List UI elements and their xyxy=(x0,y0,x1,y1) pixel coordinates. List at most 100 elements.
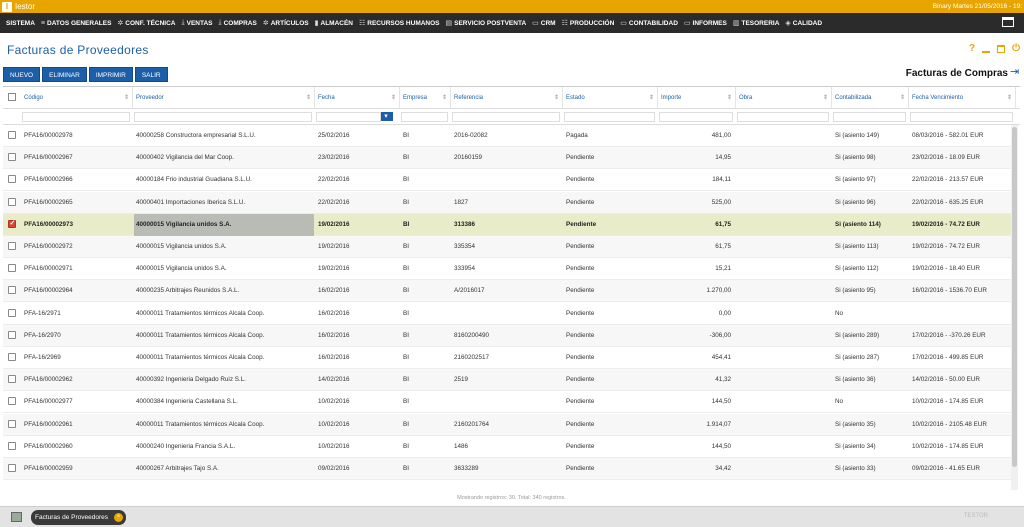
table-row[interactable]: PFA16/00002977 40000384 Ingenieria Castel… xyxy=(3,391,1011,413)
row-checkbox[interactable] xyxy=(8,175,16,183)
column-header-3[interactable]: Empresa ⇕ xyxy=(400,87,451,109)
table-row[interactable]: PFA16/00002973 40000015 Vigilancia unidos… xyxy=(3,214,1011,236)
menu-item-11[interactable]: ▭ CONTABILIDAD xyxy=(620,19,678,28)
sort-icon[interactable]: ⇕ xyxy=(1006,95,1012,101)
sort-icon[interactable]: ⇕ xyxy=(390,95,396,101)
table-row[interactable]: PFA16/00002967 40000402 Vigilancia del Ma… xyxy=(3,147,1011,169)
tab-close-icon[interactable]: × xyxy=(113,513,123,522)
vertical-scrollbar[interactable] xyxy=(1011,125,1018,490)
menu-item-9[interactable]: ▭ CRM xyxy=(532,19,555,28)
table-row[interactable]: PFA-16/2971 40000011 Tratamientos térmico… xyxy=(3,303,1011,325)
row-checkbox[interactable] xyxy=(8,242,16,250)
row-checkbox[interactable] xyxy=(8,397,16,405)
sort-icon[interactable]: ⇕ xyxy=(441,95,447,101)
table-row[interactable]: PFA16/00002960 40000240 Ingenieria Franci… xyxy=(3,436,1011,458)
cell-proveedor: 40000015 Vigilancia unidos S.A. xyxy=(136,265,227,272)
menu-item-14[interactable]: ◈ CALIDAD xyxy=(785,19,822,28)
taskbar-tab-facturas[interactable]: Facturas de Proveedores × xyxy=(31,510,126,525)
menu-item-12[interactable]: ▭ INFORMES xyxy=(684,19,727,28)
filter-input-4[interactable] xyxy=(452,112,560,122)
sort-icon[interactable]: ⇕ xyxy=(822,95,828,101)
row-checkbox[interactable] xyxy=(8,420,16,428)
sort-icon[interactable]: ⇕ xyxy=(648,95,654,101)
table-row[interactable]: PFA-16/2970 40000011 Tratamientos térmico… xyxy=(3,325,1011,347)
menu-item-8[interactable]: ▤ SERVICIO POSTVENTA xyxy=(446,19,527,28)
salir-button[interactable]: SALIR xyxy=(134,67,168,82)
sort-icon[interactable]: ⇕ xyxy=(123,95,129,101)
menu-item-6[interactable]: ▮ ALMACÉN xyxy=(315,19,353,28)
filter-input-1[interactable] xyxy=(134,112,312,122)
column-header-0[interactable]: Código ⇕ xyxy=(21,87,133,109)
row-checkbox[interactable] xyxy=(8,198,16,206)
menu-item-3[interactable]: ⤓ VENTAS xyxy=(182,19,213,27)
nuevo-button[interactable]: NUEVO xyxy=(3,67,41,82)
filter-input-8[interactable] xyxy=(833,112,906,122)
scrollbar-thumb[interactable] xyxy=(1012,127,1017,467)
eliminar-button[interactable]: ELIMINAR xyxy=(42,67,87,82)
menu-item-2[interactable]: ✲ CONF. TÉCNICA xyxy=(117,19,175,28)
row-checkbox[interactable] xyxy=(8,131,16,139)
filter-input-9[interactable] xyxy=(910,112,1013,122)
empresa-filter-dropdown-icon[interactable]: ▾ xyxy=(379,112,393,121)
sort-icon[interactable]: ⇕ xyxy=(726,95,732,101)
row-checkbox[interactable] xyxy=(8,309,16,317)
menu-icon: ⤓ xyxy=(218,19,222,26)
table-row[interactable]: PFA16/00002959 40000267 Arbitrajes Tajo S… xyxy=(3,458,1011,480)
table-row[interactable]: PFA16/00002966 40000184 Frio industrial G… xyxy=(3,169,1011,191)
column-header-4[interactable]: Referencia ⇕ xyxy=(451,87,563,109)
filter-input-2[interactable] xyxy=(316,112,381,122)
filter-input-6[interactable] xyxy=(659,112,733,122)
cell-vencimiento: 23/02/2016 - 18.09 EUR xyxy=(912,154,980,161)
exit-icon[interactable]: ⇥ xyxy=(1010,66,1020,78)
row-checkbox[interactable] xyxy=(8,153,16,161)
row-checkbox[interactable] xyxy=(8,353,16,361)
menu-item-4[interactable]: ⤓ COMPRAS xyxy=(219,19,257,27)
sort-icon[interactable]: ⇕ xyxy=(899,95,905,101)
row-checkbox[interactable] xyxy=(8,264,16,272)
row-checkbox[interactable] xyxy=(8,331,16,339)
filter-input-7[interactable] xyxy=(737,112,829,122)
column-header-8[interactable]: Contabilizada ⇕ xyxy=(832,87,909,109)
menu-item-10[interactable]: ☷ PRODUCCIÓN xyxy=(562,19,615,28)
table-row[interactable]: PFA16/00002964 40000235 Arbitrajes Reunid… xyxy=(3,280,1011,302)
desktop-icon[interactable] xyxy=(11,512,22,522)
table-row[interactable]: PFA16/00002962 40000392 Ingenieria Delgad… xyxy=(3,369,1011,391)
close-icon[interactable]: ⏻ xyxy=(1012,43,1020,54)
maximize-icon[interactable] xyxy=(997,45,1006,53)
column-header-6[interactable]: Importe ⇕ xyxy=(658,87,736,109)
column-header-2[interactable]: Fecha ⇕ xyxy=(315,87,400,109)
screen-icon[interactable] xyxy=(1002,17,1014,27)
menu-item-13[interactable]: ▥ TESORERIA xyxy=(733,19,780,28)
table-row[interactable]: PFA16/00002961 40000011 Tratamientos térm… xyxy=(3,414,1011,436)
menu-item-7[interactable]: ☷ RECURSOS HUMANOS xyxy=(359,19,440,28)
filter-input-5[interactable] xyxy=(564,112,655,122)
cell-codigo: PFA16/00002977 xyxy=(24,398,73,405)
table-row[interactable]: PFA-16/2969 40000011 Tratamientos térmico… xyxy=(3,347,1011,369)
row-checkbox[interactable] xyxy=(8,286,16,294)
menu-item-5[interactable]: ✲ ARTÍCULOS xyxy=(263,19,309,28)
row-checkbox[interactable] xyxy=(8,464,16,472)
help-icon[interactable]: ? xyxy=(968,43,976,54)
filter-input-3[interactable] xyxy=(401,112,448,122)
imprimir-button[interactable]: IMPRIMIR xyxy=(88,67,133,82)
menu-item-1[interactable]: ≡ DATOS GENERALES xyxy=(41,20,112,27)
table-row[interactable]: PFA16/00002972 40000015 Vigilancia unidos… xyxy=(3,236,1011,258)
row-checkbox[interactable] xyxy=(8,219,16,228)
filter-input-0[interactable] xyxy=(22,112,130,122)
column-header-5[interactable]: Estado ⇕ xyxy=(563,87,658,109)
table-row[interactable]: PFA16/00002978 40000258 Constructora empr… xyxy=(3,125,1011,147)
cell-proveedor: 40000011 Tratamientos térmicos Alcala Co… xyxy=(136,421,265,428)
table-row[interactable]: PFA16/00002965 40000401 Importaciones Ibe… xyxy=(3,192,1011,214)
table-row[interactable]: PFA16/00002971 40000015 Vigilancia unidos… xyxy=(3,258,1011,280)
sort-icon[interactable]: ⇕ xyxy=(305,95,311,101)
column-header-7[interactable]: Obra ⇕ xyxy=(736,87,832,109)
minimize-icon[interactable] xyxy=(982,45,991,53)
sort-icon[interactable]: ⇕ xyxy=(553,95,559,101)
row-checkbox[interactable] xyxy=(8,375,16,383)
select-all-checkbox[interactable] xyxy=(8,93,16,101)
row-checkbox[interactable] xyxy=(8,442,16,450)
menu-item-0[interactable]: SISTEMA xyxy=(6,20,35,27)
column-header-1[interactable]: Proveedor ⇕ xyxy=(133,87,315,109)
column-header-9[interactable]: Fecha Vencimiento ⇕ xyxy=(909,87,1016,109)
cell-obra xyxy=(737,236,831,258)
